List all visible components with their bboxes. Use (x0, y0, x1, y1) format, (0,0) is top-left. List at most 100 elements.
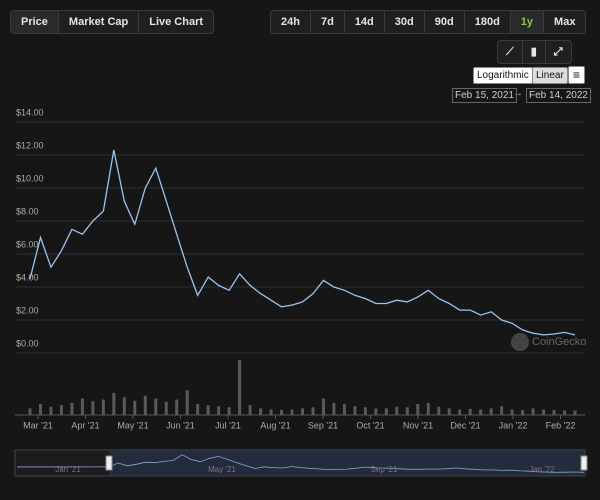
x-tick-label: Jul '21 (215, 420, 241, 430)
volume-bar (206, 405, 210, 415)
volume-bar (468, 408, 472, 415)
volume-bar (269, 409, 273, 415)
volume-bar (248, 405, 252, 415)
volume-bar (185, 390, 189, 415)
volume-bar (573, 410, 577, 415)
x-tick-label: Feb '22 (546, 420, 576, 430)
date-to[interactable]: Feb 14, 2022 (526, 88, 591, 103)
y-tick-label: $12.00 (16, 140, 44, 150)
tab[interactable]: Market Cap (59, 11, 140, 33)
volume-bar (59, 405, 63, 415)
tab[interactable]: Price (11, 11, 59, 33)
x-tick-label: Nov '21 (403, 420, 433, 430)
volume-bar (133, 400, 137, 415)
volume-bar (280, 410, 284, 415)
x-tick-label: Apr '21 (71, 420, 99, 430)
range-button[interactable]: 7d (311, 11, 345, 33)
volume-bar (521, 410, 525, 415)
volume-bar (374, 408, 378, 415)
volume-bar (447, 408, 451, 415)
x-tick-label: May '21 (117, 420, 148, 430)
navigator-line (16, 454, 585, 473)
navigator-handle[interactable] (580, 455, 588, 471)
range-button[interactable]: 90d (425, 11, 465, 33)
volume-bar (426, 402, 430, 415)
volume-bar (563, 410, 567, 415)
volume-bar (405, 407, 409, 415)
watermark: CoinGecko (532, 336, 586, 348)
volume-bar (416, 404, 420, 415)
volume-bar (196, 404, 200, 415)
volume-bar (112, 393, 116, 415)
volume-bar (552, 410, 556, 415)
volume-bar (238, 360, 242, 415)
volume-bar (311, 407, 315, 415)
view-icons: ⟋ ▮ ⤢ (497, 40, 572, 64)
volume-bar (479, 409, 483, 415)
y-tick-label: $8.00 (16, 206, 39, 216)
volume-bar (28, 408, 32, 415)
volume-bar (175, 399, 179, 415)
x-tick-label: Jan '22 (499, 420, 528, 430)
y-tick-label: $14.00 (16, 107, 44, 117)
y-tick-label: $10.00 (16, 173, 44, 183)
y-tick-label: $4.00 (16, 272, 39, 282)
volume-bar (80, 398, 84, 415)
linear-button[interactable]: Linear (532, 67, 568, 84)
range-button[interactable]: 180d (465, 11, 511, 33)
volume-bar (101, 399, 105, 415)
navigator-handle[interactable] (105, 455, 113, 471)
candle-icon[interactable]: ▮ (523, 41, 546, 63)
x-tick-label: Oct '21 (356, 420, 384, 430)
volume-bar (353, 406, 357, 415)
volume-bar (164, 401, 168, 415)
tab[interactable]: Live Chart (149, 16, 204, 28)
volume-bar (217, 406, 221, 415)
volume-bar (38, 404, 42, 415)
range-button[interactable]: 1y (510, 11, 545, 33)
volume-bar (489, 408, 493, 415)
volume-bar (395, 406, 399, 415)
x-tick-label: Aug '21 (260, 420, 290, 430)
volume-bar (122, 397, 126, 415)
navigator-selection[interactable] (109, 450, 584, 476)
volume-bar (259, 408, 263, 415)
fullscreen-icon[interactable]: ⤢ (553, 46, 563, 58)
volume-bar (143, 395, 147, 415)
volume-bar (342, 404, 346, 415)
volume-bar (437, 406, 441, 415)
volume-bar (290, 409, 294, 415)
date-from[interactable]: Feb 15, 2021 (452, 88, 517, 103)
volume-bar (70, 402, 74, 415)
volume-bar (384, 408, 388, 415)
volume-bar (542, 409, 546, 415)
navigator-label: Jan '22 (529, 465, 555, 474)
volume-bar (154, 398, 158, 415)
navigator-label: May '21 (208, 465, 236, 474)
volume-bar (49, 406, 53, 415)
range-button[interactable]: 24h (271, 11, 311, 33)
range-group: 24h 7d 14d 30d 90d 180d 1y Max (270, 10, 587, 34)
range-button[interactable]: 30d (385, 11, 425, 33)
volume-bar (227, 407, 231, 415)
menu-button[interactable]: ≡ (568, 66, 586, 84)
y-tick-label: $0.00 (16, 338, 39, 348)
log-button[interactable]: Logarithmic (473, 67, 533, 84)
volume-bar (458, 409, 462, 415)
volume-bar (510, 409, 514, 415)
arrow: → (513, 88, 523, 99)
navigator-label: Jan '21 (55, 465, 81, 474)
x-tick-label: Mar '21 (23, 420, 53, 430)
volume-bar (321, 398, 325, 415)
volume-bar (301, 408, 304, 415)
price-line (29, 149, 576, 336)
watermark-logo (511, 333, 529, 351)
line-icon[interactable]: ⟋ (498, 41, 523, 63)
range-button[interactable]: Max (554, 16, 576, 28)
range-button[interactable]: 14d (345, 11, 385, 33)
y-tick-label: $2.00 (16, 305, 39, 315)
x-tick-label: Sep '21 (308, 420, 338, 430)
volume-bar (91, 401, 95, 415)
